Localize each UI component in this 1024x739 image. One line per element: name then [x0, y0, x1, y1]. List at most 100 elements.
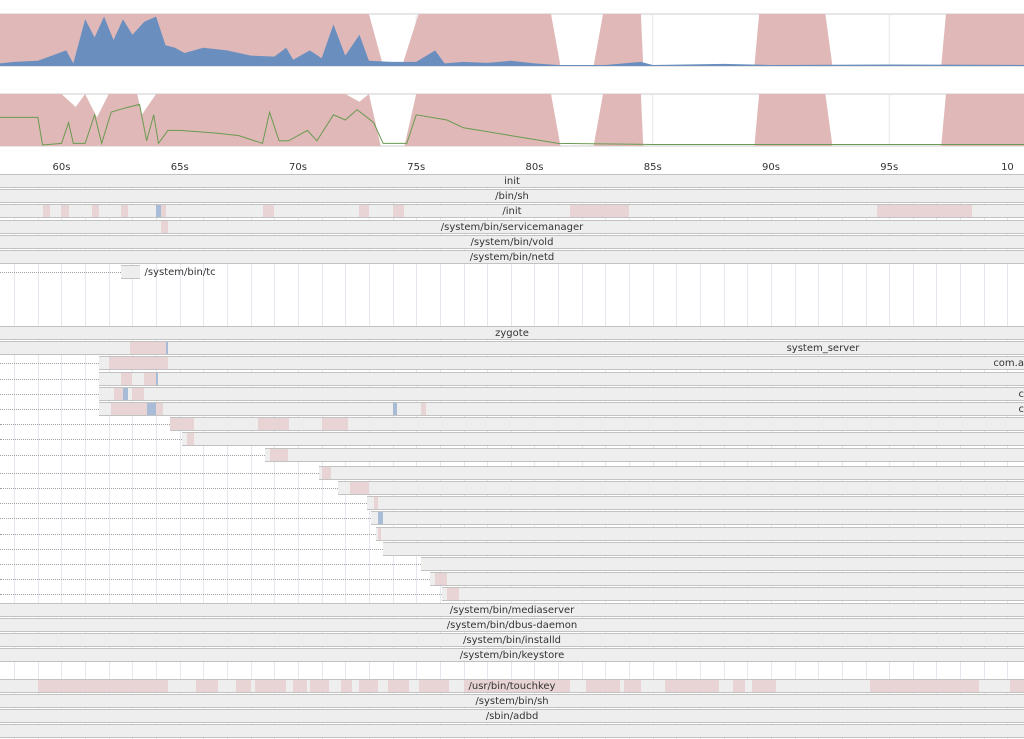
process-dotted-line [0, 533, 377, 535]
process-bar[interactable]: com.a [99, 356, 1024, 371]
process-bar[interactable] [170, 417, 1024, 432]
process-bar[interactable]: init [0, 174, 1024, 188]
process-bar[interactable] [442, 587, 1024, 602]
process-activity [877, 205, 972, 218]
process-bar[interactable]: zygote [0, 326, 1024, 340]
process-bar[interactable] [99, 371, 1024, 386]
x-tick-label: 75s [407, 162, 426, 173]
process-bar[interactable] [371, 511, 1024, 526]
process-activity [359, 679, 379, 692]
process-bar[interactable]: /usr/bin/touchkey [0, 678, 1024, 693]
process-label: /system/bin/sh [475, 695, 549, 707]
x-tick-label: 70s [289, 162, 307, 173]
process-bar[interactable]: /system/bin/installd [0, 633, 1024, 648]
process-activity [108, 357, 133, 370]
process-bar[interactable] [420, 557, 1024, 572]
process-bar[interactable]: /init [0, 204, 1024, 219]
time-gridline [37, 174, 39, 739]
process-bar[interactable]: /system/bin/tc [120, 265, 216, 280]
process-activity [435, 573, 447, 586]
process-dotted-line [0, 548, 384, 550]
series-disk_throughput [0, 103, 1024, 146]
process-bar[interactable]: c [99, 386, 1024, 401]
process-label: /system/bin/vold [470, 236, 554, 248]
time-gridline [132, 174, 134, 739]
process-activity [257, 418, 289, 431]
process-activity [378, 527, 381, 540]
process-label: /system/bin/dbus-daemon [446, 619, 578, 631]
process-activity [255, 679, 287, 692]
process-activity [42, 205, 50, 218]
process-dotted-line [0, 579, 431, 581]
process-bar[interactable] [264, 447, 1024, 462]
process-activity [156, 372, 159, 385]
disk-chart [0, 93, 1024, 147]
process-activity [420, 403, 426, 415]
process-label: c [1018, 388, 1024, 400]
process-activity [158, 679, 168, 692]
process-bar[interactable]: /system/bin/netd [0, 250, 1024, 264]
process-bar[interactable]: /system/bin/keystore [0, 648, 1024, 663]
process-bar[interactable] [338, 481, 1024, 496]
process-activity [664, 679, 719, 692]
time-gridline [108, 174, 110, 739]
process-bar[interactable]: /system/bin/sh [0, 693, 1024, 708]
process-bar[interactable] [0, 724, 1024, 739]
process-activity [309, 679, 329, 692]
process-label: c [1018, 404, 1024, 415]
x-tick-label: 85s [643, 162, 662, 173]
process-bar[interactable]: /sbin/adbd [0, 709, 1024, 724]
process-activity [120, 205, 128, 218]
process-activity [392, 403, 398, 415]
process-activity [378, 512, 384, 525]
process-label: init [504, 176, 520, 187]
process-bar[interactable]: /system/bin/mediaserver [0, 602, 1024, 617]
process-activity [262, 205, 275, 218]
process-label: system_server [786, 343, 860, 355]
process-dotted-line [0, 439, 183, 441]
process-bar[interactable] [319, 465, 1024, 480]
process-activity [1009, 679, 1024, 692]
process-label: /system/bin/servicemanager [440, 221, 584, 233]
process-activity [586, 679, 620, 692]
process-activity [373, 497, 379, 510]
process-dotted-line [0, 472, 320, 474]
process-dotted-line [0, 503, 367, 505]
process-activity [132, 357, 168, 370]
process-bar[interactable] [366, 496, 1024, 511]
process-activity [160, 220, 168, 233]
time-gridline [179, 174, 181, 739]
process-bar[interactable]: /system/bin/servicemanager [0, 219, 1024, 234]
process-bar[interactable]: c [99, 402, 1024, 416]
process-activity [132, 387, 145, 400]
process-activity [321, 466, 332, 479]
process-bar[interactable]: /system/bin/vold [0, 234, 1024, 249]
process-activity [446, 588, 459, 601]
process-activity [186, 433, 194, 446]
process-bar[interactable] [383, 541, 1024, 556]
process-bar[interactable]: /bin/sh [0, 189, 1024, 204]
process-activity [120, 372, 133, 385]
process-label: /system/bin/keystore [459, 650, 565, 662]
process-dotted-line [0, 393, 100, 395]
process-activity [156, 403, 164, 415]
time-gridline [85, 174, 87, 739]
process-label: /system/bin/mediaserver [449, 604, 575, 616]
process-bar[interactable]: /system/bin/dbus-daemon [0, 617, 1024, 632]
process-bar[interactable] [376, 526, 1024, 541]
time-gridline [250, 174, 252, 739]
process-label: zygote [495, 328, 529, 339]
process-activity [387, 679, 410, 692]
time-gridline [156, 174, 158, 739]
process-activity [130, 342, 166, 355]
time-gridline [61, 174, 63, 739]
process-dotted-line [0, 424, 171, 426]
series-disk_utilization [0, 94, 1024, 146]
process-activity [111, 403, 133, 415]
x-tick-label: 95s [880, 162, 899, 173]
process-activity [61, 205, 69, 218]
process-bar[interactable] [430, 572, 1024, 587]
process-bar[interactable]: system_server [0, 341, 1024, 356]
process-bar[interactable] [182, 432, 1024, 447]
